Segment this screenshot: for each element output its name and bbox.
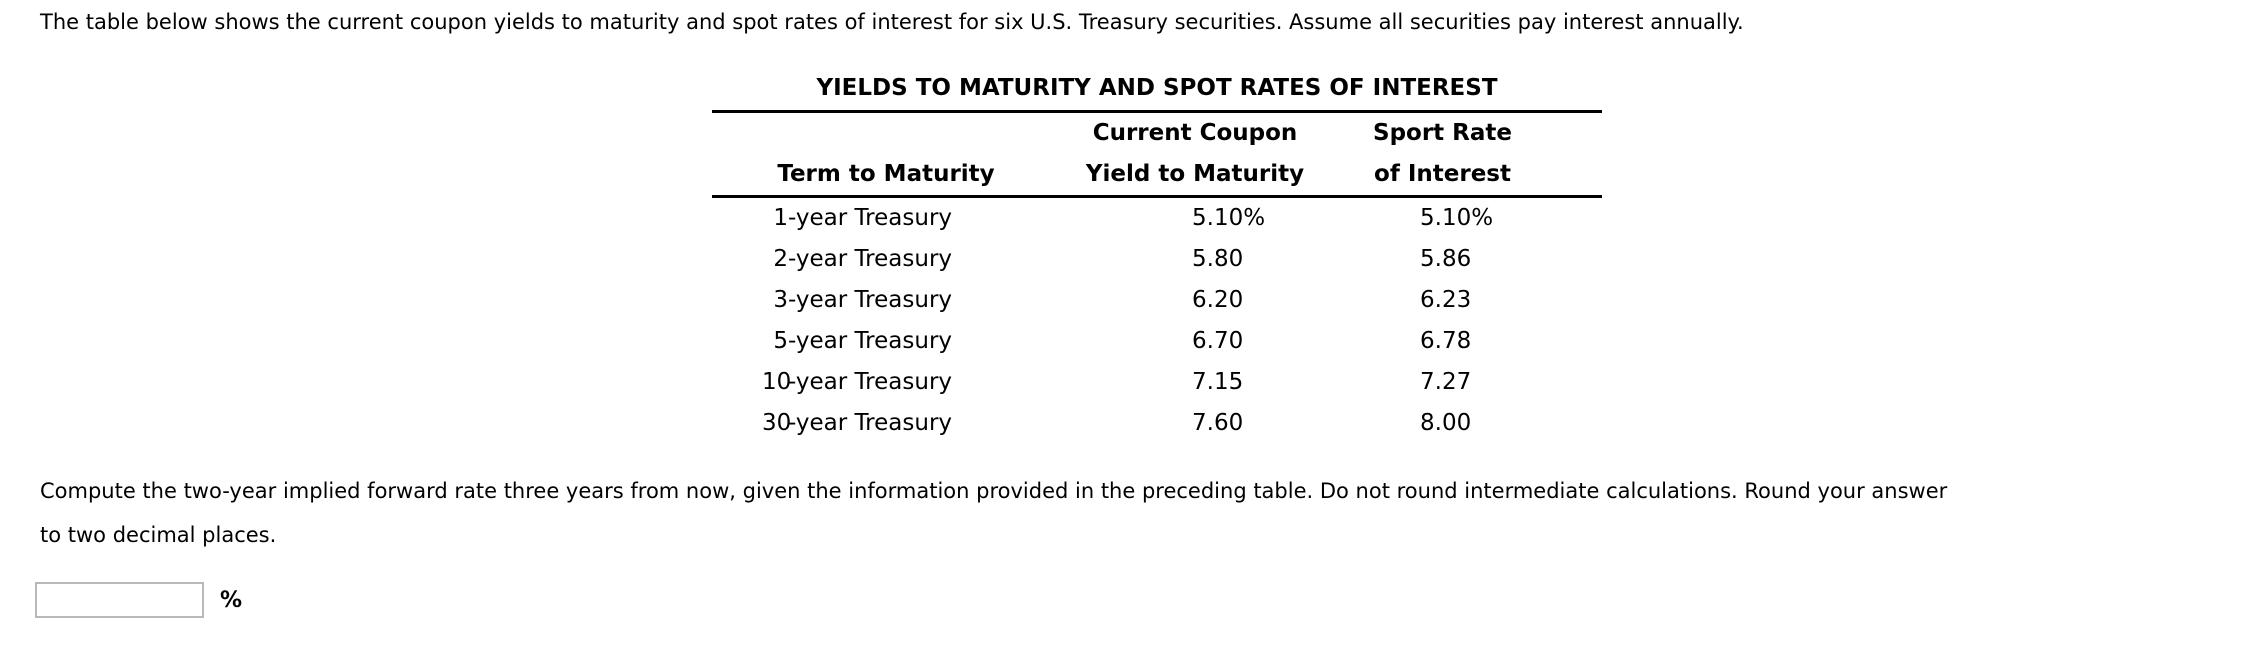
- yields-table: YIELDS TO MATURITY AND SPOT RATES OF INT…: [712, 74, 1602, 444]
- term-header-spacer: [712, 113, 1060, 153]
- term-suffix: -year Treasury: [788, 246, 953, 272]
- spot-cell: 6.78: [1420, 328, 1472, 354]
- term-suffix: -year Treasury: [788, 410, 953, 436]
- ytm-cell: 5.10%: [1192, 205, 1266, 231]
- term-suffix: -year Treasury: [788, 205, 953, 231]
- spot-header-line1: Sport Rate: [1373, 120, 1512, 146]
- table-grid: Current Coupon Sport Rate Term to Maturi…: [712, 113, 1602, 444]
- ytm-header-line1: Current Coupon: [1092, 120, 1298, 146]
- term-prefix: 30: [762, 410, 792, 436]
- percent-label: %: [220, 587, 243, 613]
- answer-input[interactable]: [35, 582, 204, 618]
- term-cell: 2-year Treasury: [712, 239, 1060, 280]
- ytm-cell: 5.80: [1192, 246, 1244, 272]
- term-suffix: -year Treasury: [788, 287, 953, 313]
- term-prefix: 3: [773, 287, 788, 313]
- intro-text: The table below shows the current coupon…: [40, 10, 1744, 34]
- question-text-line1: Compute the two-year implied forward rat…: [40, 479, 1948, 503]
- ytm-cell: 6.20: [1192, 287, 1244, 313]
- term-header: Term to Maturity: [712, 153, 1060, 198]
- term-prefix: 1: [773, 205, 788, 231]
- term-prefix: 5: [773, 328, 788, 354]
- table-title: YIELDS TO MATURITY AND SPOT RATES OF INT…: [712, 74, 1602, 113]
- term-suffix: -year Treasury: [788, 369, 953, 395]
- term-cell: 3-year Treasury: [712, 280, 1060, 321]
- term-cell: 10-year Treasury: [712, 362, 1060, 403]
- ytm-cell: 7.60: [1192, 410, 1244, 436]
- ytm-header-line2: Yield to Maturity: [1060, 153, 1330, 198]
- term-cell: 1-year Treasury: [712, 198, 1060, 239]
- ytm-cell: 6.70: [1192, 328, 1244, 354]
- term-prefix: 2: [773, 246, 788, 272]
- ytm-cell: 7.15: [1192, 369, 1244, 395]
- spot-cell: 5.10%: [1420, 205, 1494, 231]
- term-prefix: 10: [762, 369, 792, 395]
- term-cell: 5-year Treasury: [712, 321, 1060, 362]
- question-text-line2: to two decimal places.: [40, 523, 277, 547]
- term-suffix: -year Treasury: [788, 328, 953, 354]
- spot-header-line2: of Interest: [1330, 153, 1602, 198]
- spot-cell: 7.27: [1420, 369, 1472, 395]
- question-text: Compute the two-year implied forward rat…: [40, 469, 2240, 557]
- spot-cell: 5.86: [1420, 246, 1472, 272]
- spot-cell: 8.00: [1420, 410, 1472, 436]
- term-cell: 30-year Treasury: [712, 403, 1060, 444]
- spot-cell: 6.23: [1420, 287, 1472, 313]
- answer-row: %: [35, 582, 242, 618]
